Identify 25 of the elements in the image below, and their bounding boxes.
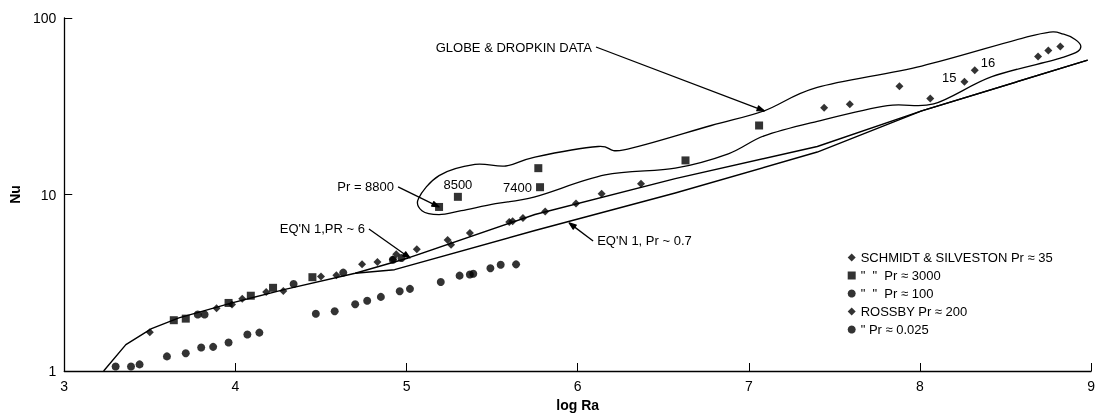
x-tick-label: 4 [231, 378, 240, 394]
x-tick-label: 9 [1087, 378, 1096, 394]
legend-label: ROSSBY Pr ≈ 200 [860, 304, 968, 319]
annotation: 16 [980, 54, 996, 70]
annotation: EQ'N 1,PR ~ 6 [279, 221, 365, 237]
y-tick-label: 10 [40, 186, 57, 203]
legend-label: " Pr ≈ 0.025 [860, 322, 929, 337]
annotation: 7400 [503, 179, 533, 195]
legend-label: SCHMIDT & SILVESTON Pr ≈ 35 [860, 250, 1053, 265]
y-axis-title: Nu [7, 185, 23, 204]
y-tick-label: 1 [48, 363, 57, 379]
annotation: 15 [941, 70, 957, 86]
annotation: Pr = 8800 [337, 179, 395, 195]
x-tick-label: 3 [60, 378, 69, 394]
x-axis-title: log Ra [556, 396, 600, 413]
x-tick-label: 6 [573, 378, 582, 394]
x-tick-label: 8 [916, 378, 925, 394]
annotation: 8500 [443, 177, 473, 193]
y-tick-label: 100 [32, 10, 57, 26]
x-tick-label: 5 [402, 378, 411, 394]
annotation: GLOBE & DROPKIN DATA [435, 39, 593, 55]
x-tick-label: 7 [744, 378, 753, 394]
annotation: EQ'N 1, Pr ~ 0.7 [597, 233, 692, 249]
legend-label: " " Pr ≈ 100 [860, 286, 934, 301]
legend-label: " " Pr ≈ 3000 [860, 268, 941, 283]
